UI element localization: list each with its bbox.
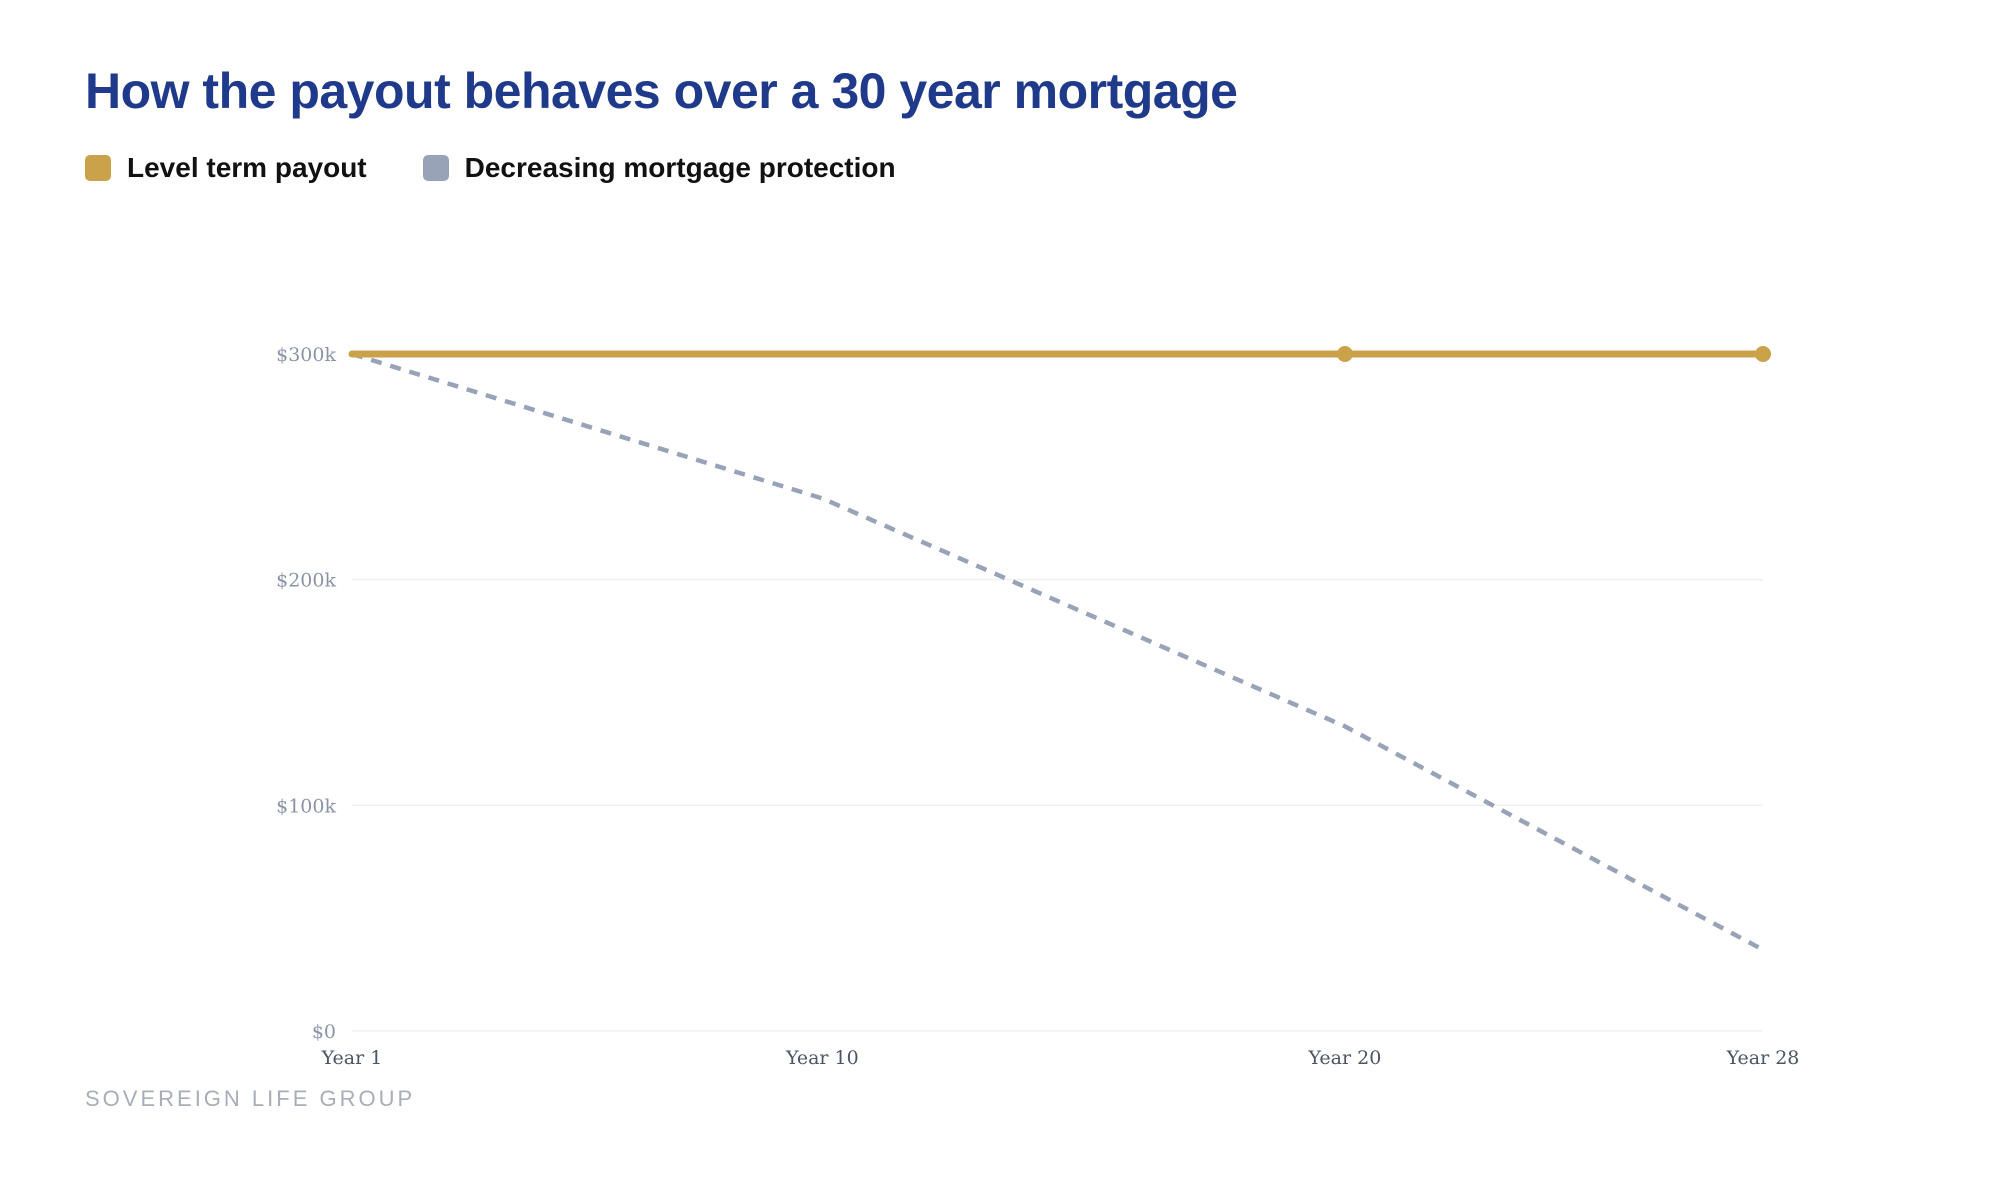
series-line-decreasing[interactable] [351, 351, 1765, 952]
y-tick-label: $0 [312, 1021, 336, 1043]
y-tick-label: $200k [276, 570, 336, 592]
y-axis-ticks: $0 $100k $200k $300k [276, 344, 336, 1043]
chart-title: How the payout behaves over a 30 year mo… [85, 63, 1238, 119]
legend-item-decreasing[interactable]: Decreasing mortgage protection [422, 152, 896, 184]
series-markers [1336, 346, 1771, 362]
grid-lines [352, 353, 1763, 1032]
data-point-marker[interactable] [1755, 346, 1771, 362]
x-tick-label: Year 28 [1726, 1047, 1800, 1069]
brand-footer: SOVEREIGN LIFE GROUP [85, 1086, 416, 1111]
legend-item-level-term[interactable]: Level term payout [85, 152, 367, 184]
y-tick-label: $300k [276, 344, 336, 366]
y-tick-label: $100k [276, 795, 336, 817]
x-tick-label: Year 1 [321, 1047, 383, 1069]
legend-label-decreasing: Decreasing mortgage protection [464, 152, 896, 183]
series-lines [348, 350, 1767, 952]
x-axis-ticks: Year 1 Year 10 Year 20 Year 28 [321, 1047, 1800, 1069]
x-tick-label: Year 10 [785, 1047, 859, 1069]
data-point-marker[interactable] [1336, 346, 1353, 362]
legend-swatch-decreasing [422, 155, 449, 181]
x-tick-label: Year 20 [1308, 1047, 1382, 1069]
legend-swatch-level-term [85, 155, 111, 181]
chart-legend: Level term payout Decreasing mortgage pr… [85, 152, 952, 184]
legend-label-level-term: Level term payout [127, 152, 367, 183]
